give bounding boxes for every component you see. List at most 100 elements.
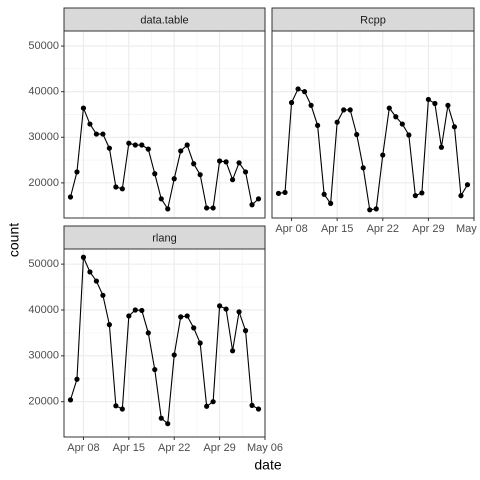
data-point xyxy=(288,100,295,106)
x-tick-label: Apr 29 xyxy=(203,442,235,454)
data-point xyxy=(191,161,197,167)
data-point xyxy=(386,105,392,111)
panel-background xyxy=(64,31,265,218)
data-point xyxy=(197,172,203,178)
data-point xyxy=(236,160,242,166)
y-tick-label: 30000 xyxy=(28,350,59,362)
data-point xyxy=(275,190,282,196)
data-point xyxy=(419,190,425,196)
data-point xyxy=(165,421,171,427)
data-point xyxy=(255,196,262,202)
data-point xyxy=(242,328,249,334)
data-point xyxy=(210,205,216,211)
data-point xyxy=(67,194,74,200)
data-point xyxy=(341,107,347,113)
x-tick-label: Apr 08 xyxy=(275,223,307,235)
data-point xyxy=(145,330,151,336)
data-point xyxy=(308,102,314,108)
data-point xyxy=(229,177,236,183)
data-point xyxy=(432,100,438,107)
data-point xyxy=(464,182,471,188)
data-point xyxy=(152,366,158,373)
data-point xyxy=(152,171,158,177)
data-point xyxy=(145,146,151,152)
data-point xyxy=(74,376,80,382)
data-point xyxy=(406,132,412,138)
strip xyxy=(63,225,266,250)
data-point xyxy=(438,144,445,150)
data-point xyxy=(242,169,249,175)
data-point xyxy=(165,206,171,212)
data-point xyxy=(315,122,321,129)
strip-label: Rcpp xyxy=(360,14,386,26)
strip-label: rlang xyxy=(152,232,176,244)
data-point xyxy=(106,145,112,151)
data-point xyxy=(158,415,164,421)
data-point xyxy=(445,102,451,108)
data-point xyxy=(106,322,112,328)
data-point xyxy=(93,131,100,137)
data-point xyxy=(321,191,327,197)
strip xyxy=(271,7,475,32)
x-tick-label: Apr 22 xyxy=(158,442,190,454)
data-point xyxy=(132,142,138,148)
y-tick-label: 50000 xyxy=(28,258,59,270)
data-point xyxy=(87,121,93,127)
data-point xyxy=(158,196,164,202)
x-tick-label: Apr 15 xyxy=(113,442,145,454)
data-point xyxy=(132,307,138,313)
data-point xyxy=(171,176,177,182)
data-point xyxy=(74,169,80,175)
data-point xyxy=(354,131,360,138)
data-point xyxy=(249,202,255,208)
data-point xyxy=(67,397,74,403)
data-point xyxy=(229,348,236,354)
data-point xyxy=(360,165,366,171)
data-point xyxy=(100,131,106,137)
data-point xyxy=(301,89,308,95)
data-point xyxy=(217,158,223,164)
data-point xyxy=(93,278,100,284)
x-tick-label: Apr 22 xyxy=(367,223,399,235)
y-tick-label: 20000 xyxy=(28,177,59,189)
data-point xyxy=(282,189,288,196)
data-point xyxy=(347,107,353,113)
data-point xyxy=(380,152,386,158)
data-point xyxy=(367,207,373,213)
y-axis-title: count xyxy=(6,223,22,257)
data-point xyxy=(236,309,242,315)
data-point xyxy=(399,121,405,127)
data-point xyxy=(113,403,119,409)
data-point xyxy=(139,142,145,148)
data-line xyxy=(69,257,259,425)
data-point xyxy=(139,307,145,314)
data-point xyxy=(458,193,464,199)
data-point xyxy=(223,159,229,165)
data-point xyxy=(217,303,223,309)
data-point xyxy=(80,254,87,260)
data-point xyxy=(204,205,210,211)
data-point xyxy=(204,403,210,409)
data-point xyxy=(249,402,255,408)
data-point xyxy=(80,105,87,111)
data-point xyxy=(197,340,203,346)
y-tick-label: 50000 xyxy=(28,40,59,52)
data-point xyxy=(334,119,340,125)
x-tick-label: Apr 15 xyxy=(321,223,353,235)
data-point xyxy=(210,399,216,405)
data-point xyxy=(171,352,177,358)
data-point xyxy=(126,140,132,146)
data-point xyxy=(412,193,418,199)
panel-background xyxy=(272,31,474,218)
data-point xyxy=(184,142,190,148)
y-tick-label: 40000 xyxy=(28,86,59,98)
data-point xyxy=(119,186,125,192)
data-point xyxy=(425,96,431,103)
strip-label: data.table xyxy=(140,14,188,26)
data-point xyxy=(191,325,197,331)
data-point xyxy=(119,406,125,412)
y-tick-label: 20000 xyxy=(28,396,59,408)
y-tick-label: 30000 xyxy=(28,131,59,143)
data-point xyxy=(373,206,379,212)
